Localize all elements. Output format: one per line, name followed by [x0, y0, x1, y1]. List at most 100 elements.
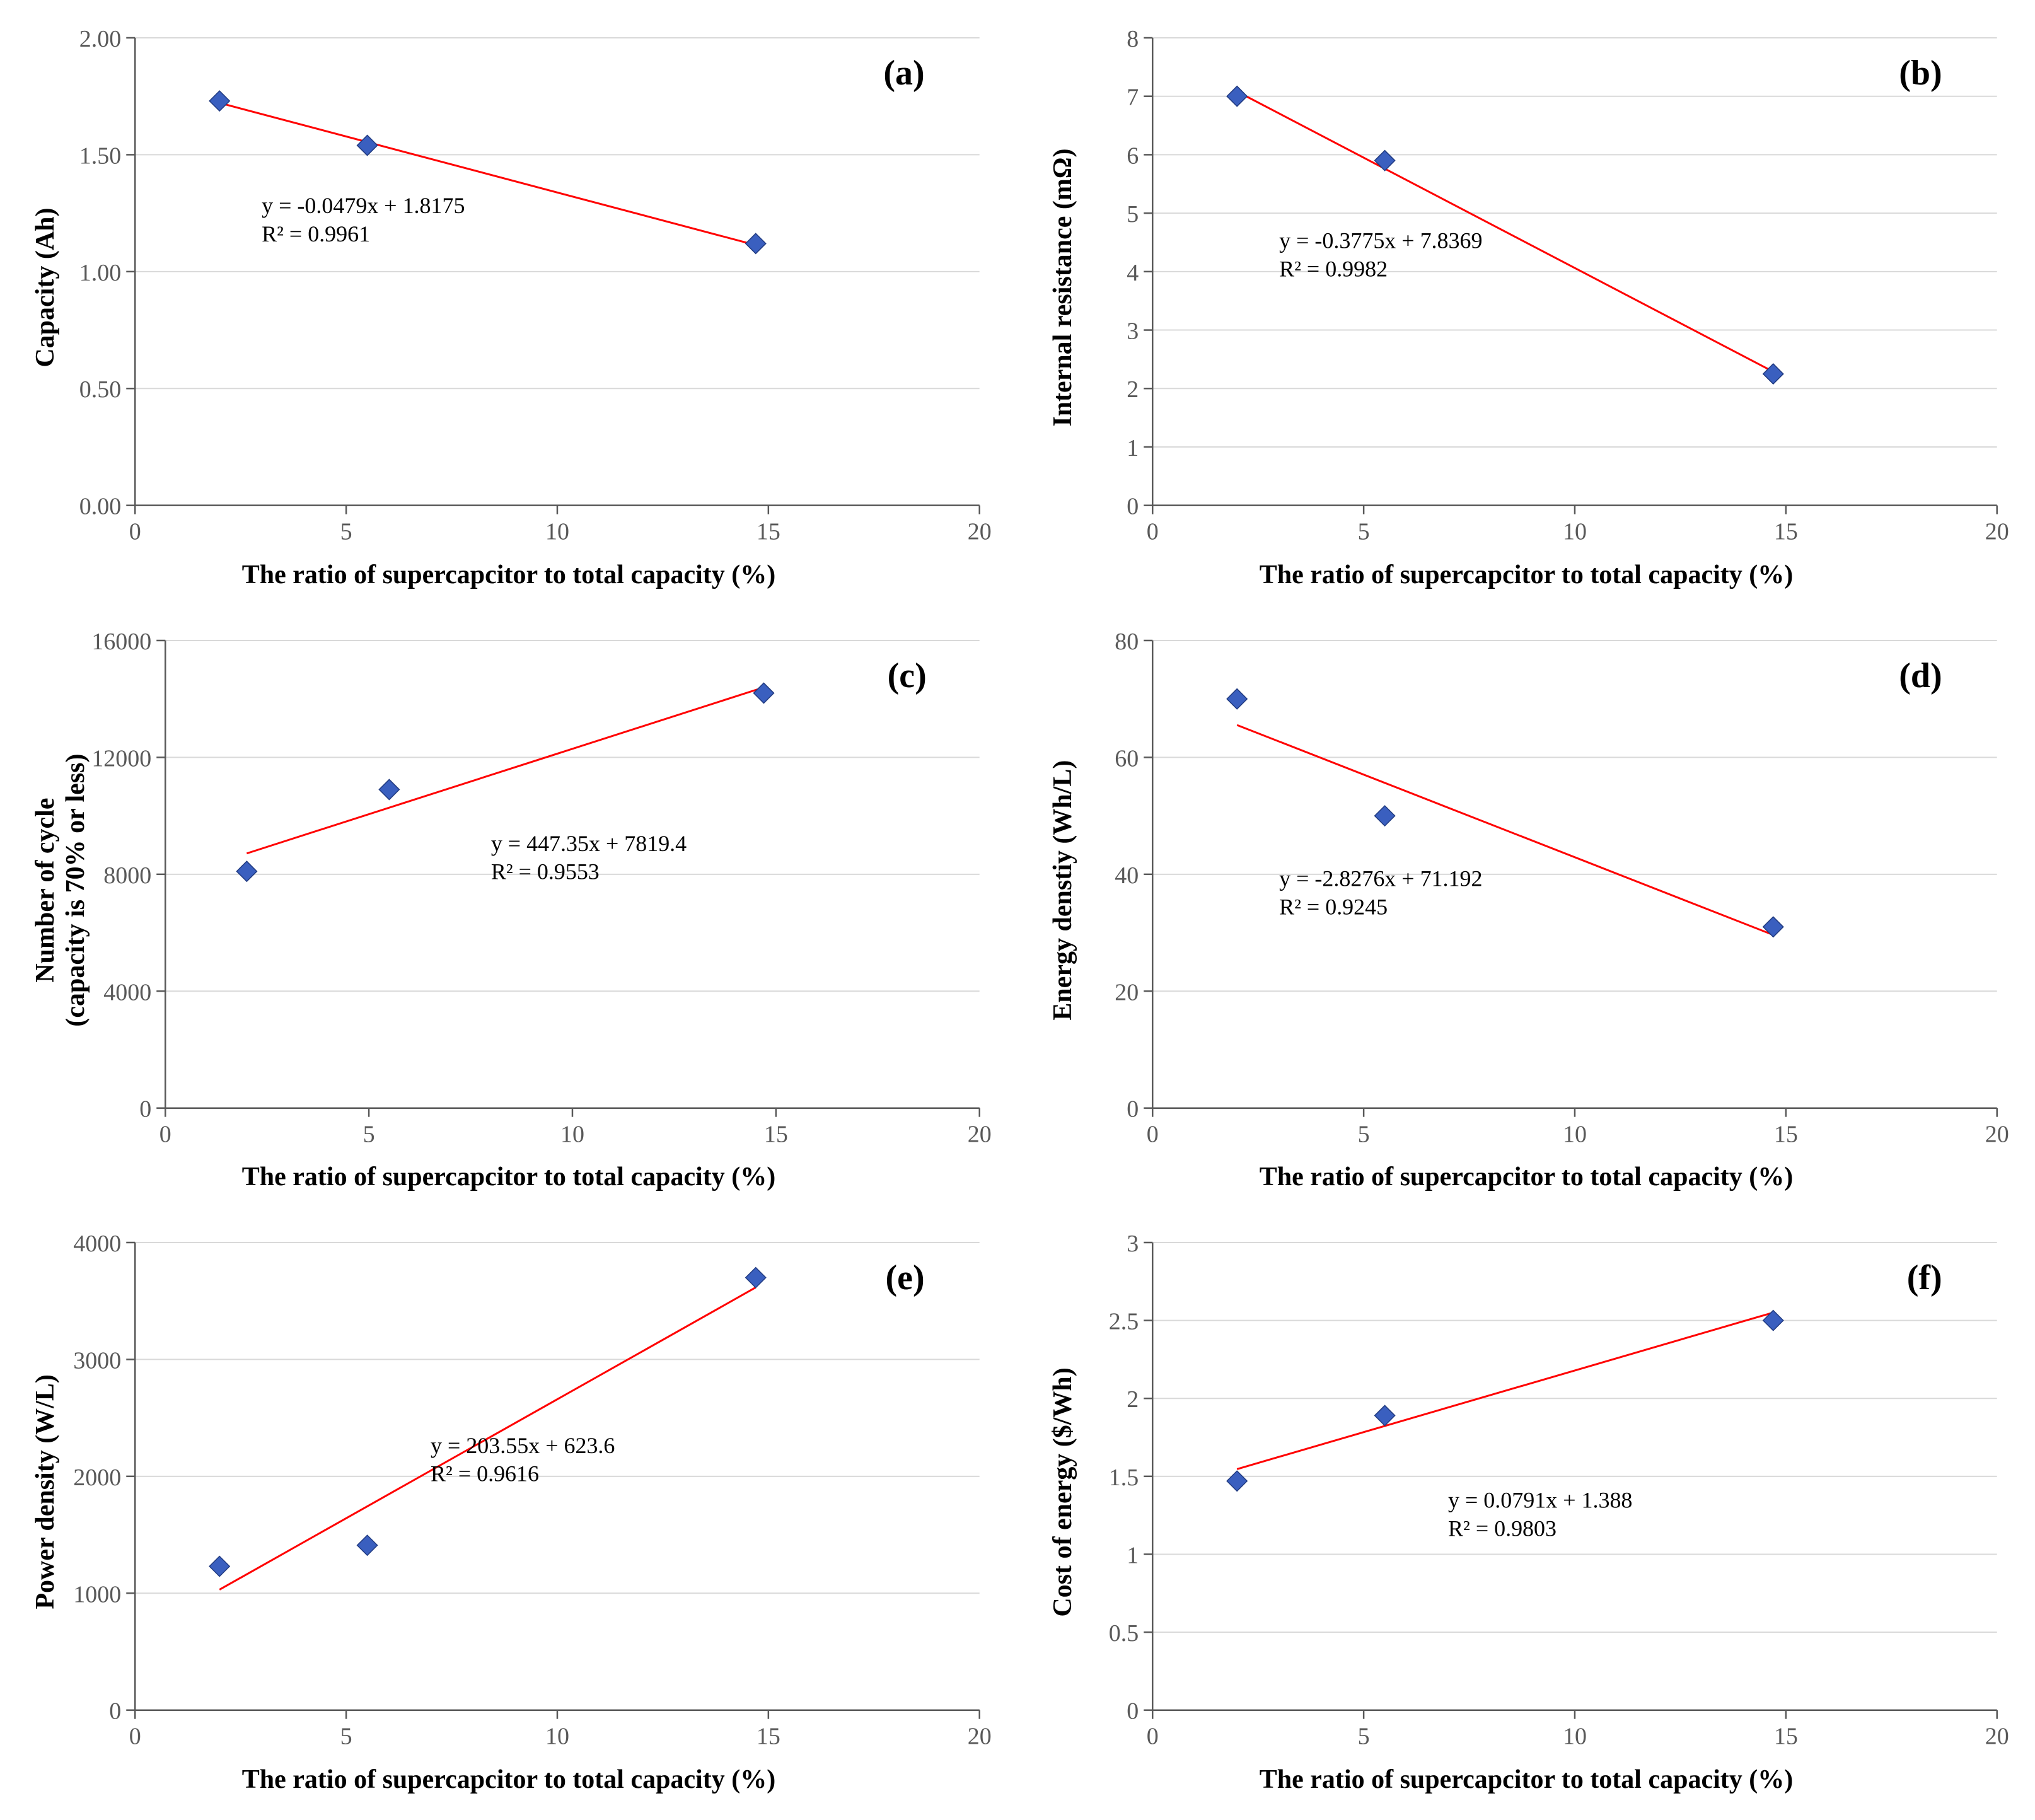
svg-text:5: 5 [1358, 1724, 1370, 1750]
svg-text:40: 40 [1115, 862, 1139, 888]
marker-f [1227, 1471, 1247, 1492]
marker-c [379, 779, 399, 799]
svg-text:8000: 8000 [103, 862, 151, 888]
svg-text:20: 20 [1985, 519, 2009, 545]
svg-text:0: 0 [109, 1698, 121, 1725]
svg-text:20: 20 [968, 1121, 992, 1147]
svg-text:5: 5 [1358, 519, 1370, 545]
svg-text:15: 15 [757, 519, 780, 545]
svg-text:1000: 1000 [73, 1582, 121, 1608]
svg-text:3: 3 [1127, 1231, 1139, 1257]
svg-text:1: 1 [1127, 435, 1139, 461]
ylabel-a: Capacity (Ah) [25, 25, 66, 550]
panel-tag-b: (b) [1899, 54, 1942, 93]
marker-a [357, 136, 378, 156]
svg-text:10: 10 [545, 1724, 569, 1750]
plot-f: 0510152000.511.522.53y = 0.0791x + 1.388… [1083, 1230, 2010, 1754]
panel-tag-e: (e) [886, 1258, 925, 1297]
svg-text:0.50: 0.50 [79, 376, 121, 403]
panel-e: Power density (W/L)051015200100020003000… [25, 1230, 992, 1795]
equation-e-line1: R² = 0.9616 [431, 1461, 539, 1487]
plot-b: 05101520012345678y = -0.3775x + 7.8369R²… [1083, 25, 2010, 550]
panel-c: Number of cycle (capacity is 70% or less… [25, 628, 992, 1193]
panel-a: Capacity (Ah)051015200.000.501.001.502.0… [25, 25, 992, 590]
svg-text:5: 5 [363, 1121, 375, 1147]
xlabel-b: The ratio of supercapcitor to total capa… [1043, 550, 2010, 590]
svg-text:0: 0 [1147, 519, 1159, 545]
svg-text:10: 10 [560, 1121, 584, 1147]
panel-tag-d: (d) [1899, 656, 1942, 695]
marker-a [209, 91, 229, 111]
svg-text:16000: 16000 [91, 629, 151, 655]
svg-text:4000: 4000 [73, 1231, 121, 1257]
svg-text:60: 60 [1115, 745, 1139, 772]
plot-d: 05101520020406080y = -2.8276x + 71.192R²… [1083, 628, 2010, 1152]
svg-text:0.5: 0.5 [1109, 1620, 1139, 1647]
panel-tag-f: (f) [1907, 1258, 1942, 1297]
marker-f [1763, 1311, 1783, 1331]
panel-tag-a: (a) [883, 54, 924, 93]
svg-text:15: 15 [1774, 1724, 1798, 1750]
svg-text:0: 0 [1127, 1698, 1139, 1725]
svg-text:1.00: 1.00 [79, 260, 121, 286]
svg-text:7: 7 [1127, 84, 1139, 111]
xlabel-f: The ratio of supercapcitor to total capa… [1043, 1754, 2010, 1795]
figure-grid: Capacity (Ah)051015200.000.501.001.502.0… [25, 25, 2010, 1795]
svg-text:3000: 3000 [73, 1348, 121, 1374]
svg-text:0: 0 [1147, 1121, 1159, 1147]
svg-text:2: 2 [1127, 1387, 1139, 1413]
plot-a: 051015200.000.501.001.502.00y = -0.0479x… [66, 25, 992, 550]
svg-text:2.5: 2.5 [1109, 1309, 1139, 1335]
marker-d [1763, 917, 1783, 937]
svg-text:0: 0 [1127, 1096, 1139, 1122]
svg-text:15: 15 [757, 1724, 780, 1750]
panel-d: Energy denstiy (Wh/L)05101520020406080y … [1043, 628, 2010, 1193]
svg-text:5: 5 [1127, 201, 1139, 228]
xlabel-e: The ratio of supercapcitor to total capa… [25, 1754, 992, 1795]
svg-text:0: 0 [139, 1096, 151, 1122]
marker-b [1375, 151, 1395, 171]
panel-f: Cost of energy ($/Wh)0510152000.511.522.… [1043, 1230, 2010, 1795]
panel-tag-c: (c) [888, 656, 927, 695]
ylabel-c: Number of cycle (capacity is 70% or less… [25, 628, 96, 1152]
fit-line-c [246, 687, 763, 853]
marker-e [209, 1556, 229, 1577]
svg-text:5: 5 [1358, 1121, 1370, 1147]
svg-text:2: 2 [1127, 376, 1139, 403]
svg-text:0: 0 [1127, 494, 1139, 520]
xlabel-c: The ratio of supercapcitor to total capa… [25, 1152, 992, 1192]
equation-b-line0: y = -0.3775x + 7.8369 [1279, 228, 1482, 253]
svg-text:0.00: 0.00 [79, 494, 121, 520]
marker-f [1375, 1406, 1395, 1426]
equation-f-line1: R² = 0.9803 [1448, 1516, 1557, 1541]
svg-text:1.50: 1.50 [79, 142, 121, 169]
svg-text:5: 5 [340, 519, 352, 545]
svg-text:15: 15 [764, 1121, 788, 1147]
svg-text:4: 4 [1127, 260, 1139, 286]
marker-b [1227, 86, 1247, 107]
marker-a [746, 233, 766, 253]
svg-text:8: 8 [1127, 26, 1139, 52]
equation-e-line0: y = 203.55x + 623.6 [431, 1433, 615, 1458]
equation-d-line0: y = -2.8276x + 71.192 [1279, 866, 1482, 891]
svg-text:1: 1 [1127, 1543, 1139, 1569]
svg-text:80: 80 [1115, 629, 1139, 655]
equation-a-line0: y = -0.0479x + 1.8175 [262, 193, 465, 218]
svg-text:10: 10 [1563, 1121, 1587, 1147]
equation-a-line1: R² = 0.9961 [262, 221, 370, 246]
marker-c [753, 683, 774, 703]
svg-text:12000: 12000 [91, 745, 151, 772]
plot-e: 0510152001000200030004000y = 203.55x + 6… [66, 1230, 992, 1754]
svg-text:6: 6 [1127, 142, 1139, 169]
svg-text:20: 20 [1985, 1121, 2009, 1147]
xlabel-d: The ratio of supercapcitor to total capa… [1043, 1152, 2010, 1192]
svg-text:4000: 4000 [103, 979, 151, 1006]
marker-e [357, 1536, 378, 1556]
svg-text:15: 15 [1774, 1121, 1798, 1147]
svg-text:0: 0 [129, 519, 141, 545]
svg-text:0: 0 [129, 1724, 141, 1750]
svg-text:20: 20 [1985, 1724, 2009, 1750]
marker-e [746, 1268, 766, 1288]
svg-text:20: 20 [968, 519, 992, 545]
ylabel-d: Energy denstiy (Wh/L) [1043, 628, 1083, 1152]
